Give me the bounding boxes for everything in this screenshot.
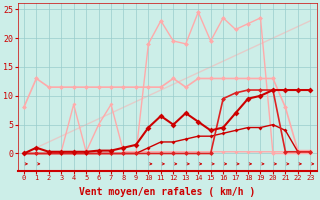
X-axis label: Vent moyen/en rafales ( km/h ): Vent moyen/en rafales ( km/h ) [79,187,255,197]
